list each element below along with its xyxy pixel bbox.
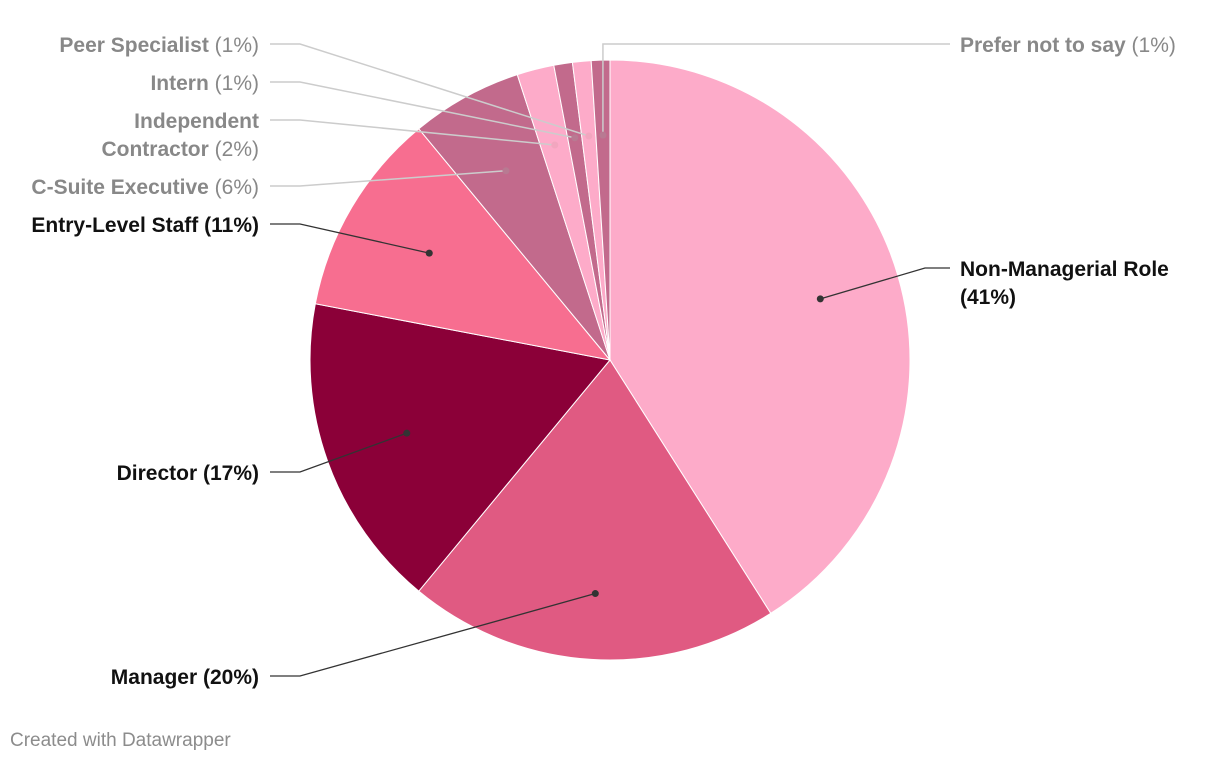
leader-dot-prefer-not-to-say bbox=[599, 131, 607, 139]
pct-non-managerial-role: (41%) bbox=[960, 286, 1016, 309]
label-intern: Intern (1%) bbox=[150, 72, 259, 95]
leader-dot-director bbox=[403, 429, 411, 437]
slice-manager bbox=[418, 359, 772, 661]
label-c-suite-executive: C-Suite Executive (6%) bbox=[31, 176, 259, 199]
leader-dot-independent-contractor bbox=[551, 141, 559, 149]
label-independent-contractor-line-1: Independent bbox=[134, 110, 259, 133]
leader-dot-peer-specialist bbox=[585, 132, 593, 140]
pct-peer-specialist: (1%) bbox=[209, 34, 259, 57]
pct-manager: (20%) bbox=[197, 666, 259, 689]
leader-dot-manager bbox=[591, 590, 599, 598]
name-c-suite-executive: C-Suite Executive bbox=[31, 176, 208, 199]
name-intern: Intern bbox=[150, 72, 208, 95]
label-peer-specialist: Peer Specialist (1%) bbox=[59, 34, 259, 57]
leader-line-manager bbox=[270, 592, 596, 677]
label-prefer-not-to-say: Prefer not to say (1%) bbox=[960, 34, 1176, 57]
leader-lines bbox=[270, 43, 950, 677]
name-peer-specialist: Peer Specialist bbox=[59, 34, 208, 57]
pct-prefer-not-to-say: (1%) bbox=[1126, 34, 1176, 57]
label-non-managerial-role-line-2: (41%) bbox=[960, 286, 1016, 309]
leader-line-independent-contractor bbox=[270, 119, 555, 146]
credit-text: Created with Datawrapper bbox=[10, 730, 231, 751]
label-director: Director (17%) bbox=[117, 462, 259, 485]
name-prefer-not-to-say: Prefer not to say bbox=[960, 34, 1126, 57]
name-director: Director bbox=[117, 462, 198, 485]
pct-c-suite-executive: (6%) bbox=[209, 176, 259, 199]
label-manager: Manager (20%) bbox=[111, 666, 259, 689]
leader-dot-intern bbox=[571, 134, 579, 142]
name-manager: Manager bbox=[111, 666, 197, 689]
pie-chart: Non-Managerial Role (41%) Manager (20%) Dir… bbox=[31, 34, 1176, 689]
leader-line-non-managerial-role bbox=[820, 267, 950, 300]
name-independent-contractor: Contractor bbox=[101, 138, 208, 161]
leader-dot-non-managerial-role bbox=[816, 295, 824, 303]
leader-dot-entry-level-staff bbox=[425, 249, 433, 257]
leader-line-intern bbox=[270, 81, 575, 139]
label-independent-contractor-line-2: Contractor (2%) bbox=[101, 138, 259, 161]
name-non-managerial-role: Non-Managerial Role bbox=[960, 258, 1169, 281]
pct-independent-contractor: (2%) bbox=[209, 138, 259, 161]
label-entry-level-staff: Entry-Level Staff (11%) bbox=[31, 214, 259, 237]
slice-entry-level-staff bbox=[314, 128, 612, 361]
pct-entry-level-staff: (11%) bbox=[198, 214, 259, 237]
pct-director: (17%) bbox=[197, 462, 259, 485]
slice-labels: Non-Managerial Role (41%) Manager (20%) Dir… bbox=[31, 34, 1176, 689]
name-entry-level-staff: Entry-Level Staff bbox=[31, 214, 199, 237]
leader-dot-c-suite-executive bbox=[502, 167, 510, 175]
leader-line-director bbox=[270, 432, 407, 473]
leader-line-c-suite-executive bbox=[270, 169, 506, 187]
leader-line-entry-level-staff bbox=[270, 223, 430, 254]
leader-line-peer-specialist bbox=[270, 43, 590, 137]
label-non-managerial-role-line-1: Non-Managerial Role bbox=[960, 258, 1169, 281]
leader-line-prefer-not-to-say bbox=[602, 43, 950, 136]
pie-slices bbox=[309, 59, 911, 661]
name-independent-contractor: Independent bbox=[134, 110, 259, 133]
pct-intern: (1%) bbox=[209, 72, 259, 95]
